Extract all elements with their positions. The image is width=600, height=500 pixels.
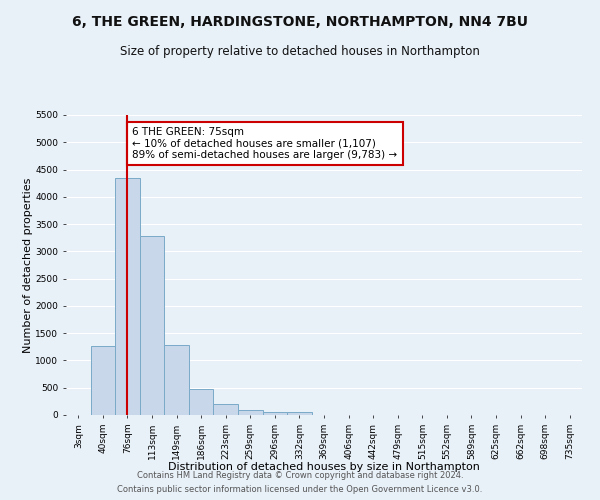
Bar xyxy=(214,404,238,415)
Bar xyxy=(140,236,164,415)
X-axis label: Distribution of detached houses by size in Northampton: Distribution of detached houses by size … xyxy=(168,462,480,472)
Text: Size of property relative to detached houses in Northampton: Size of property relative to detached ho… xyxy=(120,45,480,58)
Bar xyxy=(164,345,189,415)
Text: 6 THE GREEN: 75sqm
← 10% of detached houses are smaller (1,107)
89% of semi-deta: 6 THE GREEN: 75sqm ← 10% of detached hou… xyxy=(133,127,397,160)
Bar xyxy=(263,412,287,415)
Text: 6, THE GREEN, HARDINGSTONE, NORTHAMPTON, NN4 7BU: 6, THE GREEN, HARDINGSTONE, NORTHAMPTON,… xyxy=(72,15,528,29)
Text: Contains public sector information licensed under the Open Government Licence v3: Contains public sector information licen… xyxy=(118,486,482,494)
Bar xyxy=(91,346,115,415)
Bar xyxy=(238,410,263,415)
Bar xyxy=(287,412,312,415)
Bar xyxy=(189,390,214,415)
Y-axis label: Number of detached properties: Number of detached properties xyxy=(23,178,32,352)
Text: Contains HM Land Registry data © Crown copyright and database right 2024.: Contains HM Land Registry data © Crown c… xyxy=(137,470,463,480)
Bar xyxy=(115,178,140,415)
